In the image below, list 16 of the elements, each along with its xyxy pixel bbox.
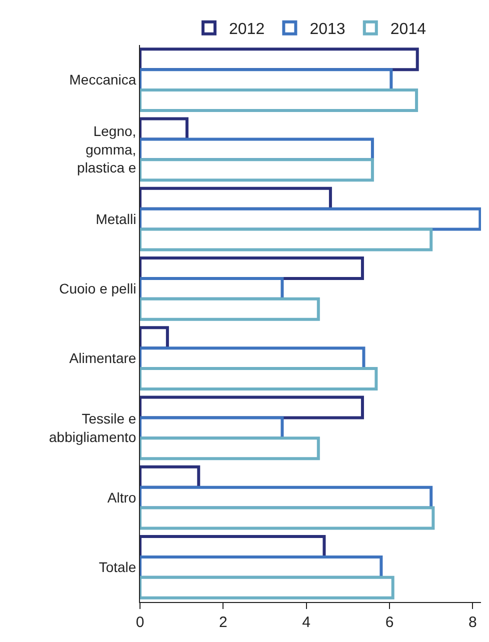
x-tick-label: 2 [219,614,228,631]
y-tick-label: Cuoio e pelli [59,280,136,297]
x-tick-label: 6 [385,614,394,631]
x-tick-label: 8 [468,614,477,631]
y-tick-label: Metalli [96,210,136,227]
y-tick-label: Alimentare [69,350,136,366]
y-tick-label: Altro [107,489,136,506]
x-tick-label: 0 [136,614,144,631]
y-tick-label: Legno, gomma, plastica e [77,123,136,176]
legend-label: 2014 [390,21,426,38]
legend-label: 2012 [229,21,265,38]
y-tick-label: Meccanica [69,72,136,88]
y-tick-label: Totale [98,559,136,576]
legend-label: 2013 [310,21,346,38]
y-tick-label: Tessile e abbigliamento [49,410,136,445]
x-tick-label: 4 [302,614,311,631]
